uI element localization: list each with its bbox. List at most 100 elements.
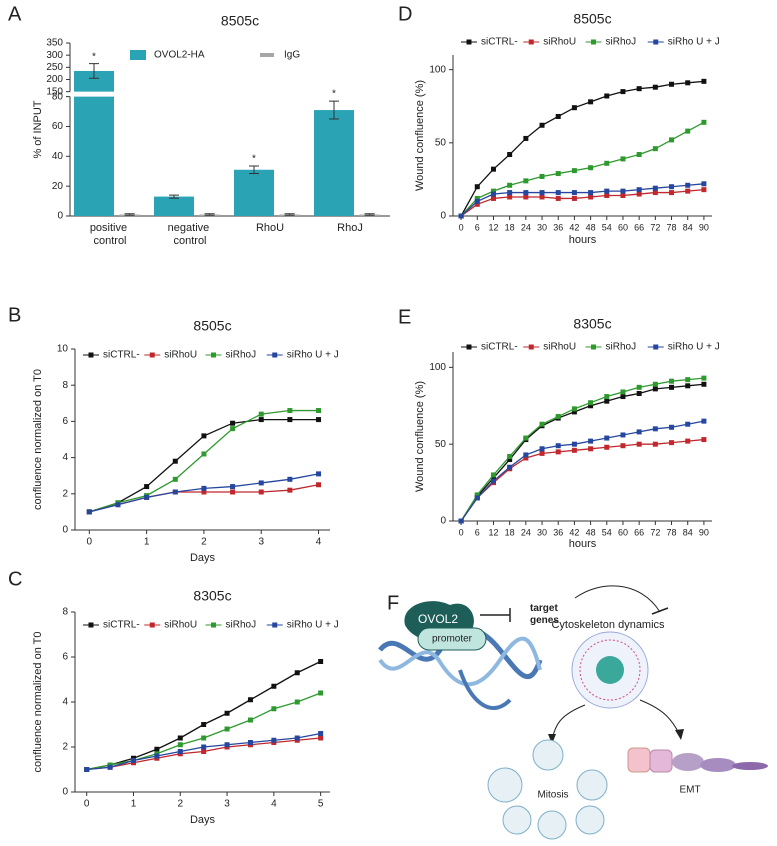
annotation: * (92, 51, 96, 62)
point (636, 441, 642, 447)
x-tick-label: 78 (667, 527, 677, 537)
point (507, 182, 513, 188)
point (523, 435, 529, 441)
x-tick-label: 90 (699, 527, 709, 537)
x-tick-label: 48 (586, 527, 596, 537)
legend-label: siRho U + J (287, 350, 339, 361)
chart-title: 8505c (193, 318, 231, 334)
legend-label: siRhoU (164, 620, 197, 631)
point (555, 113, 561, 119)
x-tick-label: 0 (459, 222, 464, 232)
y-tick-label: 50 (435, 439, 447, 450)
error-bar (249, 165, 259, 174)
legend-label: siRhoU (543, 342, 576, 353)
panel-letter: E (398, 306, 411, 328)
legend-marker (272, 622, 278, 628)
y-tick-label: 2 (62, 488, 68, 499)
panel-letter: F (387, 592, 399, 614)
point (294, 670, 300, 676)
point (474, 195, 480, 201)
arrow (551, 704, 586, 741)
point (474, 495, 480, 501)
point (84, 767, 90, 772)
point (316, 471, 322, 477)
point (652, 190, 658, 196)
cytoskeleton (579, 639, 641, 701)
y-tick-label: 0 (440, 516, 446, 527)
panel-letter: C (8, 568, 22, 590)
x-tick-label: 78 (667, 222, 677, 232)
error-bar (204, 213, 215, 216)
x-tick-label: 0 (459, 527, 464, 537)
y-tick-label: 0 (62, 525, 68, 536)
y-tick-label: 8 (62, 607, 68, 618)
point (620, 443, 626, 449)
y-tick-label: 300 (46, 50, 63, 61)
point (701, 418, 707, 424)
bar (74, 96, 114, 216)
point (604, 193, 610, 199)
point (669, 81, 675, 87)
point (555, 171, 561, 177)
point (523, 194, 529, 200)
legend-marker (528, 344, 534, 350)
point (130, 758, 136, 763)
point (201, 485, 207, 491)
point (258, 411, 264, 417)
point (230, 484, 236, 490)
point (258, 480, 264, 486)
point (571, 190, 577, 196)
point (258, 417, 264, 423)
point (474, 184, 480, 190)
line (460, 383, 704, 522)
bar (234, 169, 274, 216)
y-tick-label: 20 (52, 181, 64, 192)
chart-title: 8505c (573, 11, 611, 27)
legend-label: siRho U + J (287, 620, 339, 631)
y-tick-label: 2 (62, 742, 68, 753)
point (201, 433, 207, 439)
x-tick-label: 6 (475, 222, 480, 232)
point (685, 383, 691, 389)
point (490, 195, 496, 201)
y-tick-label: 0 (440, 211, 446, 222)
point (230, 426, 236, 432)
legend-label: siRho U + J (668, 37, 720, 48)
line (460, 80, 704, 217)
point (571, 168, 577, 174)
point (177, 742, 183, 748)
x-tick-label: negative control (168, 222, 213, 247)
point (230, 489, 236, 495)
point (701, 119, 707, 125)
chart-title: 8305c (193, 588, 231, 604)
y-tick-label: 100 (429, 64, 446, 75)
x-tick-label: 4 (316, 537, 322, 548)
x-tick-label: 42 (569, 222, 579, 232)
legend-label: IgG (284, 50, 300, 61)
x-axis-label: hours (569, 538, 597, 550)
arrow (639, 699, 681, 736)
x-tick-label: 60 (618, 222, 628, 232)
line (460, 420, 705, 522)
point (620, 156, 626, 162)
point (523, 190, 529, 196)
x-tick-label: 42 (569, 527, 579, 537)
point (604, 398, 610, 404)
point (318, 690, 324, 696)
x-tick-label: 84 (683, 222, 693, 232)
x-tick-label: 24 (521, 527, 531, 537)
point (685, 128, 691, 134)
legend-marker (149, 622, 155, 628)
point (230, 420, 236, 426)
x-tick-label: 6 (475, 527, 480, 537)
point (539, 194, 545, 200)
legend-label: siRhoJ (226, 620, 257, 631)
legend-marker (211, 622, 216, 628)
point (107, 764, 113, 770)
legend-label: siCTRL- (481, 37, 518, 48)
point (201, 722, 207, 727)
point (523, 178, 529, 184)
bar (154, 196, 194, 216)
point (247, 740, 253, 745)
point (523, 135, 529, 141)
